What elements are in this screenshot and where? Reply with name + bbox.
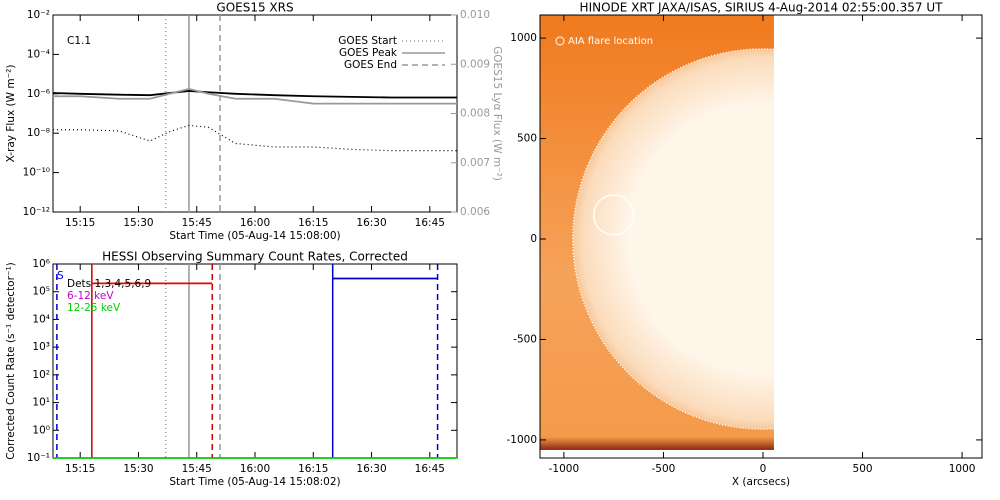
x-tick-label: -1000 [549,463,580,475]
x-axis-label: X (arcsecs) [732,476,790,488]
y-tick-label: 10⁴ [32,313,50,325]
y2-tick-label: 0.010 [460,9,490,21]
x-tick-label: 15:45 [182,463,212,475]
chart-title: HINODE XRT JAXA/ISAS, SIRIUS 4-Aug-2014 … [580,1,944,15]
legend-label: GOES End [344,59,397,71]
legend-label: GOES Start [338,35,397,47]
y2-tick-label: 0.007 [460,157,490,169]
annotation: AIA flare location [568,36,653,47]
x-tick-label: 16:30 [356,463,386,475]
x-axis-label: Start Time (05-Aug-14 15:08:02) [169,476,340,488]
panel: GOES15 XRS 15:15 15:30 15:45 16:00 16:15 16:30… [5,1,503,243]
annotation: C1.1 [67,35,91,47]
x-tick-label: 16:30 [356,217,386,229]
y-tick-label: 1000 [510,32,537,44]
flare-circle [593,194,635,236]
solar-disk [572,48,774,430]
plot-frame [539,14,983,459]
x-tick-label: 15:15 [65,217,95,229]
x-tick-label: 16:15 [298,463,328,475]
y-axis-label: X-ray Flux (W m⁻²) [5,65,17,163]
panel: AIA flare location HINODE XRT JAXA/ISAS, … [506,1,983,488]
y-tick-label: 10⁻¹ [27,452,50,464]
y-tick-label: 10⁻¹² [23,206,50,218]
x-tick-label: 16:45 [415,217,445,229]
x-tick-label: 15:45 [182,217,212,229]
y-tick-label: 10⁰ [32,424,50,436]
x-tick-label: 1000 [949,463,976,475]
y-axis-label: Corrected Count Rate (s⁻¹ detector⁻¹) [5,262,17,460]
chart-title: GOES15 XRS [216,1,293,15]
legend-label: S [57,270,64,282]
chart-title: HESSI Observing Summary Count Rates, Cor… [102,250,408,264]
legend-label: 12-25 keV [67,302,121,314]
y-tick-label: 10¹ [32,397,50,409]
y-tick-label: 10² [32,369,50,381]
y-tick-label: 10⁻¹⁰ [23,167,50,179]
series-line [53,124,457,152]
legend-label: 6-12 keV [67,290,114,302]
x-tick-label: 16:00 [240,463,270,475]
y-tick-label: 10³ [32,341,50,353]
x-tick-label: 15:30 [123,217,153,229]
y-tick-label: 10⁻⁸ [27,127,50,139]
legend-label: Dets 1,3,4,5,6,9 [67,278,151,290]
x-tick-label: 15:30 [123,463,153,475]
y-tick-label: 10⁻⁶ [27,88,50,100]
plot-frame [52,263,458,459]
y-tick-label: -1000 [506,434,537,446]
y-tick-label: -500 [513,333,537,345]
x-tick-label: 16:00 [240,217,270,229]
series-line [52,90,457,99]
y2-tick-label: 0.006 [460,206,490,218]
y-tick-label: 10⁻² [27,9,50,21]
y-tick-label: 10⁵ [32,286,50,298]
y-tick-label: 500 [517,133,537,145]
legend-label: GOES Peak [339,47,398,59]
x-tick-label: 0 [760,463,767,475]
y-tick-label: 10⁶ [32,258,50,270]
y2-tick-label: 0.008 [460,108,490,120]
y2-axis-label: GOES15 Lyα Flux (W m⁻²) [491,46,503,181]
x-tick-label: 16:45 [415,463,445,475]
series-line [53,87,457,105]
x-axis-label: Start Time (05-Aug-14 15:08:00) [169,230,340,242]
annotation-icon [555,36,565,46]
y-tick-label: 0 [530,233,537,245]
x-tick-label: -500 [652,463,676,475]
y2-tick-label: 0.009 [460,58,490,70]
x-tick-label: 15:15 [65,463,95,475]
y-tick-label: 10⁻⁴ [27,48,50,60]
x-tick-label: 16:15 [298,217,328,229]
x-tick-label: 500 [853,463,873,475]
panel: HESSI Observing Summary Count Rates, Cor… [5,250,458,488]
